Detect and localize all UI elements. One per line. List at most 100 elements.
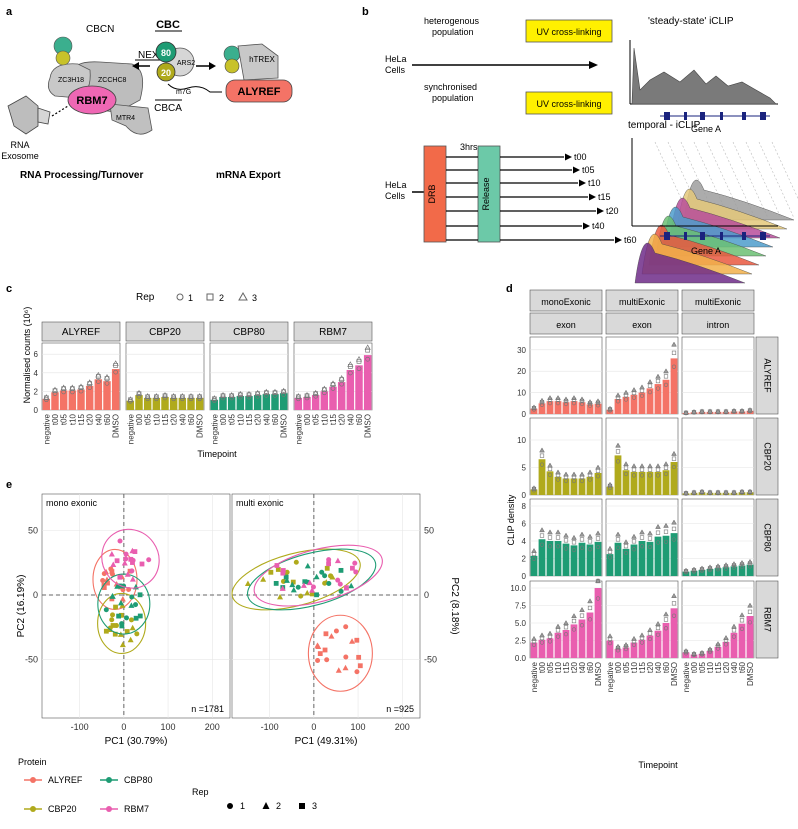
cbc-label: CBC xyxy=(156,19,180,31)
c-rep1-point xyxy=(255,393,261,399)
d-bar-CBP20 xyxy=(538,459,546,495)
e-point-rep3-ALYREF xyxy=(323,631,329,637)
d-rep1-point xyxy=(579,478,585,484)
e-point-rep2-CBP80 xyxy=(313,573,320,580)
c-bar-ALYREF xyxy=(51,392,59,410)
d-xtick-label: t15 xyxy=(562,661,571,673)
c-bar-ALYREF xyxy=(59,390,68,410)
d-ytick-label: 7.5 xyxy=(515,602,527,611)
e-point-rep1-RBM7 xyxy=(129,568,135,574)
d-rep1-point xyxy=(555,634,561,639)
d-rep2-point xyxy=(571,540,577,545)
e-point-rep2-CBP20 xyxy=(129,624,136,631)
d-row-label-CBP80: CBP80 xyxy=(763,523,773,552)
d-rep1-point xyxy=(563,632,569,637)
d-bar-ALYREF xyxy=(638,392,646,414)
c-rep3-point xyxy=(303,391,311,398)
c-rep3-point xyxy=(69,384,76,391)
d-rep1-point xyxy=(579,401,585,407)
d-rep1-point xyxy=(587,617,593,622)
rep3-legend-label-c: 3 xyxy=(252,293,257,303)
timepoint-label-t40: t40 xyxy=(592,221,605,231)
d-rep3-point xyxy=(615,442,621,448)
d-rep1-point xyxy=(623,471,629,477)
timeline-arrowhead-t15 xyxy=(589,193,596,201)
d-rep2-point xyxy=(587,605,593,611)
d-rep1-point xyxy=(647,544,653,550)
d-rep3-point xyxy=(607,545,613,551)
d-rep2-point xyxy=(671,350,677,355)
e-point-rep1-ALYREF xyxy=(100,577,106,583)
d-bar-RBM7 xyxy=(594,588,602,658)
d-rep1-point xyxy=(615,545,621,550)
d-bar-CBP20 xyxy=(554,476,562,495)
d-rep3-point xyxy=(547,630,553,636)
legend-label-RBM7: RBM7 xyxy=(124,804,149,814)
c-xtick-label: DMSO xyxy=(112,414,121,438)
d-bar-ALYREF xyxy=(662,379,670,414)
d-rep3-point xyxy=(555,469,561,475)
panel-d: d CLIP density Timepoint monoExonicexonm… xyxy=(506,283,779,770)
e-n-label-left: n =1781 xyxy=(191,704,224,714)
cbp80-circle xyxy=(155,41,177,63)
d-bar-ALYREF xyxy=(546,401,554,414)
panel-c: c Rep 1 2 3 Normalised counts (10⁶) Time… xyxy=(6,283,373,459)
d-rep3-point xyxy=(683,409,689,415)
d-bar-ALYREF xyxy=(646,388,654,414)
c-rep1-point xyxy=(136,393,142,399)
e-point-rep3-RBM7 xyxy=(280,570,286,576)
timepoint-label-t60: t60 xyxy=(624,235,637,245)
cbc-to-next-arrowhead xyxy=(132,62,139,70)
d-ytick-label: 20 xyxy=(517,367,526,376)
d-rep1-point xyxy=(631,395,637,400)
e-ellipse-CBP80 xyxy=(246,548,377,611)
d-bar-RBM7 xyxy=(714,646,722,658)
d-bar-CBP80 xyxy=(730,566,738,576)
c-rep3-point xyxy=(161,391,169,398)
e-xtick-label: -100 xyxy=(261,722,279,732)
d-bar-CBP20 xyxy=(546,471,554,495)
exon-top-5 xyxy=(742,112,746,120)
e-point-rep1-RBM7 xyxy=(352,560,358,566)
e-point-rep3-ALYREF xyxy=(356,654,362,660)
c-rep3-point xyxy=(196,393,203,399)
d-rep2-point xyxy=(587,539,593,544)
e-point-rep1-CBP20 xyxy=(110,612,116,618)
legend-rep-label: 1 xyxy=(240,801,245,811)
d-bar-CBP80 xyxy=(746,564,754,576)
uv-box-bottom xyxy=(525,91,613,115)
c-rep3-point xyxy=(86,379,93,385)
d-rep3-point xyxy=(671,519,677,525)
c-strip-CBP20 xyxy=(125,321,205,342)
temporal-label: temporal - iCLIP xyxy=(628,120,701,131)
d-rep3-point xyxy=(607,405,613,411)
d-rep3-point xyxy=(723,408,729,414)
e-point-rep1-ALYREF xyxy=(315,657,321,663)
d-rep1-point xyxy=(539,542,545,547)
d-rep1-point xyxy=(615,459,621,464)
exon-top-1 xyxy=(664,112,670,120)
legend-rep-label: 3 xyxy=(312,801,317,811)
c-xtick-label: t40 xyxy=(178,413,187,425)
exon-bottom-1 xyxy=(664,232,670,240)
d-bar-CBP80 xyxy=(530,555,538,576)
d-bar-ALYREF xyxy=(578,402,586,414)
e-point-rep1-CBP20 xyxy=(109,617,115,623)
d-bar-RBM7 xyxy=(706,651,714,658)
alyref-shape xyxy=(225,79,293,103)
steady-density xyxy=(631,47,777,105)
d-xtick-label: t05 xyxy=(622,661,631,673)
c-rep1-point xyxy=(95,379,101,384)
d-bar-ALYREF xyxy=(562,402,570,414)
d-facets: monoExonic exon multiExonic exon multiExonic… xyxy=(510,289,779,692)
exon-bottom-3 xyxy=(700,232,705,240)
d-xtick-label: t15 xyxy=(714,661,723,673)
d-rep3-point xyxy=(747,602,753,608)
e-legend: ALYREF CBP80 CBP20 RBM7 1 2 3 xyxy=(24,775,317,814)
c-rep3-point xyxy=(263,388,270,395)
d-bar-CBP20 xyxy=(638,471,646,495)
d-ytick-label: 10 xyxy=(517,436,526,445)
d-rep3-point xyxy=(587,533,593,539)
e-point-rep3-RBM7 xyxy=(132,549,138,554)
d-xtick-label: negative xyxy=(682,661,691,692)
